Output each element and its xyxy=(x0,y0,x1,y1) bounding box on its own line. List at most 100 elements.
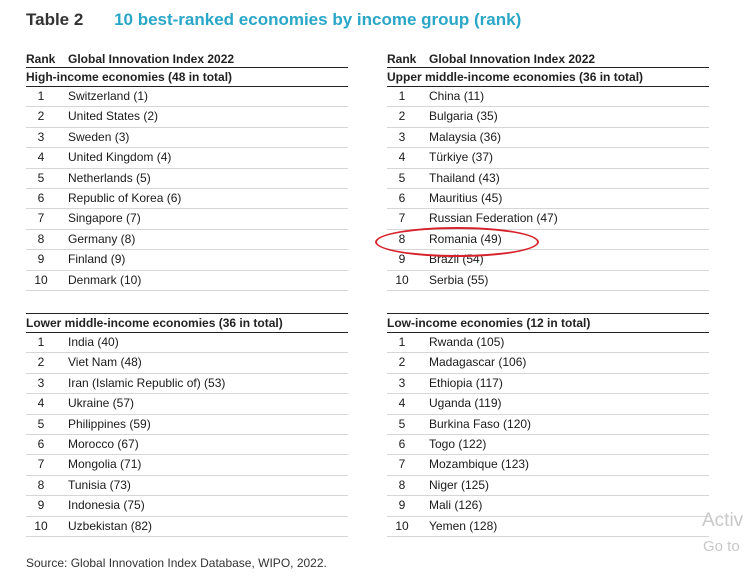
economy-cell: Tunisia (73) xyxy=(68,477,131,492)
table-row: 7 Mozambique (123) xyxy=(387,455,709,476)
rank-cell: 1 xyxy=(398,89,406,103)
economy-cell: Mozambique (123) xyxy=(429,457,530,472)
economy-cell: Yemen (128) xyxy=(429,518,498,533)
table-row-highlighted: 8 Romania (49) xyxy=(387,230,709,251)
rank-cell: 6 xyxy=(37,436,45,451)
rank-cell: 3 xyxy=(37,129,45,144)
economy-cell: Thailand (43) xyxy=(429,170,500,185)
table-row: 1 China (11) xyxy=(387,87,709,108)
economy-cell: Uganda (119) xyxy=(429,396,502,411)
table-row: 9 Finland (9) xyxy=(26,250,348,271)
table-row: 2 Madagascar (106) xyxy=(387,353,709,374)
table-row: 2 Viet Nam (48) xyxy=(26,353,348,374)
rank-cell: 9 xyxy=(398,498,406,513)
column-header: Rank Global Innovation Index 2022 xyxy=(26,52,348,67)
table-row: 7 Russian Federation (47) xyxy=(387,209,709,230)
table-row: 3 Sweden (3) xyxy=(26,128,348,149)
economy-cell: Sweden (3) xyxy=(68,129,130,144)
rank-cell: 7 xyxy=(37,457,45,472)
economy-cell: Romania (49) xyxy=(429,231,502,246)
table-row: 1 Switzerland (1) xyxy=(26,87,348,108)
economy-cell: Viet Nam (48) xyxy=(68,355,142,370)
rank-cell: 4 xyxy=(37,396,45,411)
index-header: Global Innovation Index 2022 xyxy=(68,52,235,66)
economy-cell: Uzbekistan (82) xyxy=(68,518,153,533)
table-row: 8 Germany (8) xyxy=(26,230,348,251)
rank-cell: 1 xyxy=(37,89,45,103)
economy-cell: Niger (125) xyxy=(429,477,490,492)
rank-cell: 2 xyxy=(37,355,45,370)
economy-cell: United Kingdom (4) xyxy=(68,150,172,165)
economy-cell: Ukraine (57) xyxy=(68,396,135,411)
rank-cell: 8 xyxy=(37,231,45,246)
economy-list: 1 Switzerland (1) 2 United States (2) 3 Swe… xyxy=(26,87,348,291)
table-row: 3 Malaysia (36) xyxy=(387,128,709,149)
table-row: 10 Yemen (128) xyxy=(387,517,709,537)
rank-cell: 7 xyxy=(398,457,406,472)
economy-cell: Iran (Islamic Republic of) (53) xyxy=(68,375,226,390)
economy-cell: Mali (126) xyxy=(429,498,483,513)
table-row: 2 Bulgaria (35) xyxy=(387,107,709,128)
rank-cell: 5 xyxy=(37,416,45,431)
table-row: 6 Morocco (67) xyxy=(26,435,348,456)
group-block-low-income: Low-income economies (12 in total) 1 Rwan… xyxy=(387,313,709,537)
economy-cell: Burkina Faso (120) xyxy=(429,416,532,431)
economy-cell: Republic of Korea (6) xyxy=(68,190,182,205)
rank-cell: 8 xyxy=(398,231,406,246)
economy-cell: Singapore (7) xyxy=(68,211,141,226)
economy-cell: Switzerland (1) xyxy=(68,89,149,103)
rank-cell: 1 xyxy=(398,335,406,349)
economy-cell: Denmark (10) xyxy=(68,272,142,287)
table-title: 10 best-ranked economies by income group… xyxy=(114,10,522,29)
rank-cell: 3 xyxy=(37,375,45,390)
group-title: Upper middle-income economies (36 in tot… xyxy=(387,67,709,87)
economy-list: 1 Rwanda (105) 2 Madagascar (106) 3 Ethiopi… xyxy=(387,333,709,537)
rank-cell: 3 xyxy=(398,129,406,144)
table-row: 10 Denmark (10) xyxy=(26,271,348,291)
economy-cell: Brazil (54) xyxy=(429,252,484,267)
economy-cell: Germany (8) xyxy=(68,231,136,246)
rank-cell: 6 xyxy=(398,436,406,451)
rank-cell: 5 xyxy=(37,170,45,185)
economy-cell: Rwanda (105) xyxy=(429,335,505,349)
column-header: Rank Global Innovation Index 2022 xyxy=(387,52,709,67)
table-row: 8 Tunisia (73) xyxy=(26,476,348,497)
rank-cell: 10 xyxy=(395,272,409,287)
economy-cell: Russian Federation (47) xyxy=(429,211,558,226)
economy-cell: Madagascar (106) xyxy=(429,355,527,370)
economy-cell: India (40) xyxy=(68,335,119,349)
table-row: 4 Türkiye (37) xyxy=(387,148,709,169)
economy-list: 1 India (40) 2 Viet Nam (48) 3 Iran (Islami… xyxy=(26,333,348,537)
economy-cell: China (11) xyxy=(429,89,485,103)
rank-cell: 2 xyxy=(398,355,406,370)
group-title: Lower middle-income economies (36 in tot… xyxy=(26,313,348,333)
table-row: 4 United Kingdom (4) xyxy=(26,148,348,169)
economy-cell: Serbia (55) xyxy=(429,272,489,287)
rank-cell: 1 xyxy=(37,335,45,349)
table-row: 10 Serbia (55) xyxy=(387,271,709,291)
rank-cell: 4 xyxy=(398,150,406,165)
economy-cell: Mauritius (45) xyxy=(429,190,503,205)
table-row: 6 Republic of Korea (6) xyxy=(26,189,348,210)
rank-cell: 9 xyxy=(37,252,45,267)
rank-cell: 10 xyxy=(395,518,409,533)
economy-cell: Philippines (59) xyxy=(68,416,151,431)
table-heading: Table 2 10 best-ranked economies by inco… xyxy=(26,10,521,30)
table-row: 10 Uzbekistan (82) xyxy=(26,517,348,537)
economy-cell: Indonesia (75) xyxy=(68,498,145,513)
table-row: 3 Iran (Islamic Republic of) (53) xyxy=(26,374,348,395)
economy-cell: Türkiye (37) xyxy=(429,150,494,165)
rank-cell: 8 xyxy=(37,477,45,492)
economy-cell: Finland (9) xyxy=(68,252,126,267)
rank-cell: 10 xyxy=(34,272,48,287)
economy-cell: United States (2) xyxy=(68,109,159,124)
economy-cell: Malaysia (36) xyxy=(429,129,502,144)
table-row: 7 Mongolia (71) xyxy=(26,455,348,476)
table-row: 4 Ukraine (57) xyxy=(26,394,348,415)
group-block-upper-middle-income: Rank Global Innovation Index 2022 Upper … xyxy=(387,52,709,291)
economy-cell: Mongolia (71) xyxy=(68,457,142,472)
rank-cell: 6 xyxy=(37,190,45,205)
table-row: 4 Uganda (119) xyxy=(387,394,709,415)
activation-watermark-line2: Go to xyxy=(703,538,740,555)
table-row: 5 Netherlands (5) xyxy=(26,169,348,189)
